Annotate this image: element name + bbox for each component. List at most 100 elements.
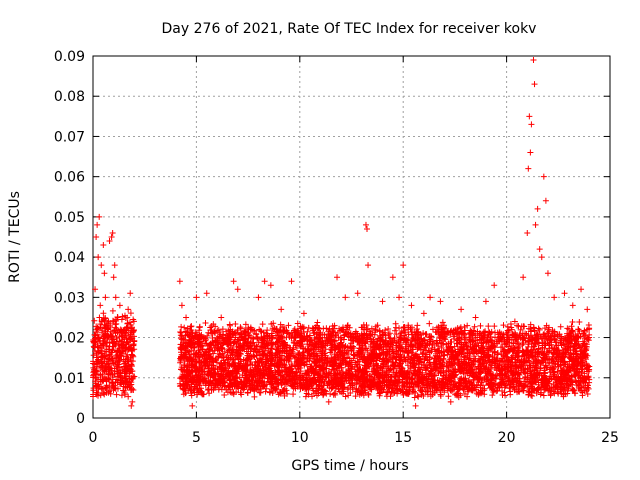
data-point — [570, 333, 577, 340]
data-point — [281, 368, 288, 375]
data-point — [397, 330, 404, 337]
data-point — [126, 344, 133, 351]
data-point — [366, 328, 373, 335]
data-point — [257, 356, 264, 363]
data-point — [418, 335, 425, 342]
data-point — [586, 331, 593, 338]
data-point — [330, 361, 337, 368]
data-point — [273, 362, 280, 369]
data-point — [336, 362, 343, 369]
data-point — [259, 350, 266, 357]
data-point — [310, 353, 317, 360]
data-point — [294, 320, 301, 327]
data-point — [221, 392, 228, 399]
y-tick-label: 0.07 — [54, 129, 85, 145]
data-point — [270, 340, 277, 347]
data-point — [333, 360, 340, 367]
data-point — [514, 389, 521, 396]
data-point — [283, 334, 290, 341]
data-point — [481, 335, 488, 342]
data-point — [103, 389, 110, 396]
data-point — [222, 383, 229, 390]
data-point — [224, 356, 231, 363]
data-point — [471, 323, 478, 330]
data-point — [508, 324, 515, 331]
data-point — [455, 359, 462, 366]
data-point — [109, 380, 116, 387]
data-point — [398, 369, 405, 376]
data-point — [557, 339, 564, 346]
data-point — [204, 332, 211, 339]
data-point — [337, 327, 344, 334]
data-point — [408, 341, 415, 348]
data-point — [439, 319, 446, 326]
data-point — [342, 393, 349, 400]
data-point — [333, 353, 339, 360]
data-point — [569, 357, 576, 364]
data-point — [187, 355, 194, 362]
data-point — [565, 369, 572, 376]
data-point — [360, 392, 367, 399]
data-point — [265, 345, 272, 352]
data-point — [579, 363, 586, 370]
data-point — [423, 331, 430, 338]
data-point — [545, 326, 552, 333]
y-tick-label: 0 — [76, 411, 85, 427]
data-point — [383, 389, 390, 396]
data-point — [422, 353, 429, 360]
data-point — [185, 331, 192, 338]
data-point — [251, 388, 258, 395]
data-point — [105, 318, 112, 325]
data-point — [220, 354, 227, 361]
data-point — [502, 392, 509, 399]
data-point — [114, 368, 121, 375]
data-point — [538, 389, 545, 396]
data-point — [321, 350, 328, 357]
data-point — [429, 326, 436, 333]
data-point — [106, 376, 113, 383]
data-point — [555, 363, 562, 370]
data-point — [247, 360, 254, 367]
data-point — [457, 329, 464, 336]
data-point — [95, 326, 102, 333]
data-point — [205, 386, 212, 393]
data-point — [560, 361, 567, 368]
data-point — [276, 353, 283, 360]
data-point — [124, 320, 131, 327]
data-point — [581, 335, 588, 342]
data-point — [435, 348, 442, 355]
data-point — [504, 369, 511, 376]
data-point — [527, 369, 534, 376]
data-point — [533, 336, 540, 343]
data-point — [184, 325, 191, 332]
data-point — [309, 393, 316, 400]
x-axis: 0 5 10 15 20 25 — [89, 56, 619, 446]
data-point — [405, 349, 412, 356]
data-point — [542, 335, 549, 342]
data-point — [423, 366, 430, 373]
data-point — [466, 379, 473, 386]
data-point — [109, 307, 116, 314]
data-point — [250, 353, 257, 360]
data-point — [95, 334, 102, 341]
data-point — [178, 346, 185, 353]
data-point — [97, 365, 104, 372]
data-point — [530, 325, 537, 332]
data-point — [404, 336, 411, 343]
data-point — [530, 359, 537, 366]
data-point — [181, 324, 188, 331]
data-point — [116, 333, 123, 340]
data-point — [389, 342, 396, 349]
data-point — [540, 350, 547, 357]
data-point — [238, 391, 245, 398]
data-point — [108, 349, 115, 356]
data-point — [406, 371, 413, 378]
data-point — [177, 359, 184, 366]
y-tick-label: 0.03 — [54, 290, 85, 306]
data-point — [226, 331, 233, 338]
data-point — [260, 367, 267, 374]
data-point — [395, 376, 402, 383]
data-point — [112, 330, 119, 337]
data-point — [425, 387, 432, 394]
data-point — [416, 339, 423, 346]
